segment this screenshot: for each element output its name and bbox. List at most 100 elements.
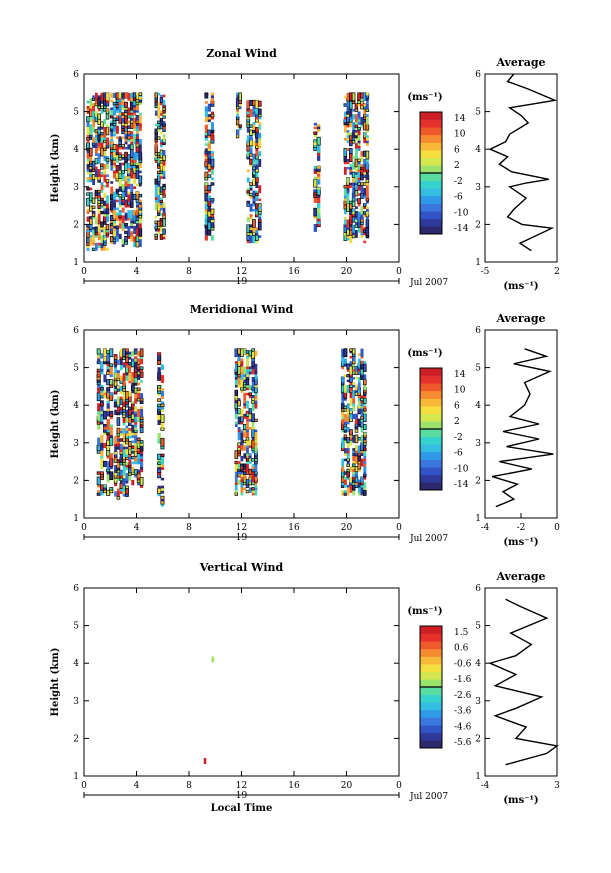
data-cell [116,199,119,203]
data-cell [154,157,158,161]
data-cell [254,363,258,370]
data-cell [121,118,125,124]
data-cell [243,379,247,383]
data-cell [138,202,142,205]
colorbar-swatch [420,142,442,151]
data-cell [110,92,114,99]
data-cell [243,453,247,459]
data-cell [248,350,253,357]
data-cell [121,128,125,132]
data-cell [204,227,208,236]
date-month-year: Jul 2007 [409,278,448,288]
data-cell [160,113,163,116]
data-cell [103,427,107,430]
data-cell [357,452,362,457]
data-cell [97,242,101,249]
data-cell [357,177,361,180]
data-cell [106,406,110,412]
date-month-year: Jul 2007 [409,534,448,544]
data-cell [118,152,122,155]
data-cell [204,132,208,138]
data-cell [139,371,144,378]
data-cell [131,372,135,378]
data-cell [346,442,350,449]
data-cell [100,171,104,175]
data-cell [366,92,369,96]
data-cell [130,218,134,221]
data-cell [349,408,353,412]
data-cell [254,442,258,451]
data-cell [121,162,125,166]
data-cell [116,125,119,134]
data-cell [363,477,367,480]
data-cell [249,129,253,136]
data-cell [116,475,121,479]
data-cell [121,112,125,116]
data-cell [127,107,131,116]
data-cell [95,142,98,149]
data-cell [106,161,109,170]
data-cell [344,427,347,430]
data-cell [357,469,361,472]
data-cell [207,190,211,194]
data-cell [346,413,350,422]
date-day-label: 19 [236,533,248,543]
data-cell [363,164,367,173]
data-cell [92,113,95,120]
data-cell [92,227,95,235]
data-cell [251,358,255,362]
data-cell [357,490,361,496]
data-cell [210,153,214,157]
data-cell [246,100,250,109]
data-cell [130,173,134,179]
colorbar-tick-label: 0.6 [454,644,469,654]
data-cell [346,463,350,467]
data-cell [106,174,109,177]
data-cell [157,157,161,164]
data-cell [357,158,361,162]
data-cell [137,369,141,373]
data-cell [246,427,249,433]
data-cell [99,387,104,391]
y-tick-label: 6 [73,70,79,80]
data-cell [125,390,129,400]
data-cell [357,455,362,462]
data-cell [100,461,104,470]
data-cell [124,241,128,245]
data-cell [122,401,126,408]
data-cell [246,358,249,367]
data-cell [246,429,249,438]
data-cell [204,214,208,217]
data-cell [341,419,345,425]
colorbar-tick-label: -10 [454,464,469,474]
data-cell [162,94,166,98]
data-cell [351,92,356,102]
data-cell [346,132,350,136]
data-cell [157,493,161,497]
data-cell [133,387,138,394]
data-cell [366,116,369,125]
data-cell [352,398,356,404]
data-cell [204,161,209,168]
data-cell [252,143,256,146]
x-tick-label: 12 [236,267,247,277]
data-cell [127,92,131,101]
data-cell [252,161,256,165]
data-cell [105,208,110,215]
data-cell [258,235,262,238]
data-cell [357,135,361,141]
data-cell [118,186,122,192]
data-cell [236,92,239,101]
data-cell [131,359,135,362]
data-cell [357,182,361,191]
data-cell [97,195,101,198]
data-cell [349,185,353,188]
data-cell [355,413,358,420]
data-cell [162,123,166,127]
data-cell [116,215,119,221]
colorbar-swatch [420,687,442,695]
data-cell [122,411,126,416]
data-cell [357,143,361,146]
data-cell [92,103,95,112]
data-cell [346,448,350,451]
